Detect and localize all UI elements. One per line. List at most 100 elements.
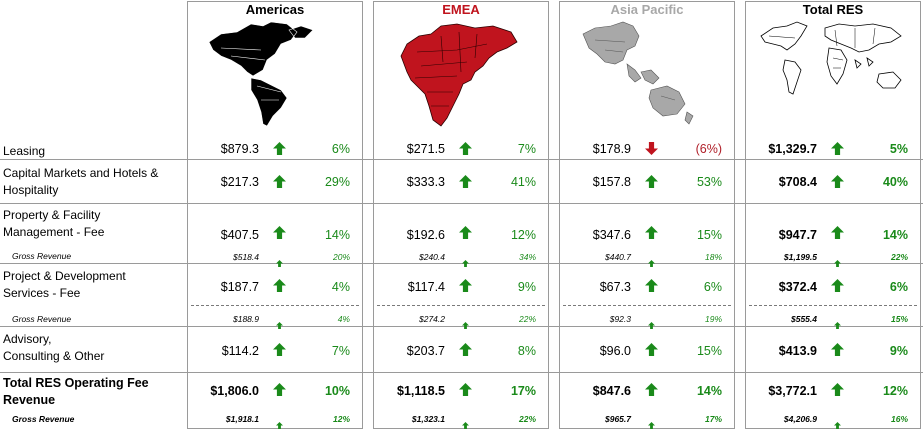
up-arrow-icon xyxy=(831,383,844,401)
emea-map-icon xyxy=(397,22,519,133)
up-arrow-icon xyxy=(645,226,658,244)
region-panel-americas xyxy=(187,1,363,429)
value-cell: $847.6 xyxy=(592,384,631,398)
change-percent: 40% xyxy=(882,175,908,189)
change-percent: 7% xyxy=(331,344,350,358)
value-cell: $217.3 xyxy=(220,175,259,189)
change-percent: 9% xyxy=(889,344,908,358)
value-cell: $187.7 xyxy=(220,280,259,294)
value-cell: $271.5 xyxy=(406,142,445,156)
change-percent: 12% xyxy=(332,414,350,424)
change-percent: 34% xyxy=(518,252,536,262)
value-cell: $879.3 xyxy=(220,142,259,156)
up-arrow-icon xyxy=(831,343,844,361)
change-percent: 29% xyxy=(324,175,350,189)
value-cell: $117.4 xyxy=(407,280,445,294)
value-cell: $274.2 xyxy=(419,314,445,324)
dashed-separator xyxy=(749,305,917,306)
change-percent: 8% xyxy=(517,344,536,358)
dashed-separator xyxy=(563,305,731,306)
change-percent: 14% xyxy=(882,228,908,242)
row-label-line: Leasing xyxy=(3,144,46,158)
change-percent: 22% xyxy=(518,314,536,324)
value-cell: $114.2 xyxy=(221,344,259,358)
up-arrow-icon xyxy=(831,279,844,297)
change-percent: 15% xyxy=(696,344,722,358)
value-cell: $96.0 xyxy=(599,344,631,358)
up-arrow-icon xyxy=(273,279,286,297)
row-label-line: Hospitality xyxy=(3,183,59,197)
value-cell: $372.4 xyxy=(778,280,817,294)
value-cell: $347.6 xyxy=(592,228,631,242)
change-percent: 10% xyxy=(324,384,350,398)
value-cell: $4,206.9 xyxy=(783,414,817,424)
row-label-line: Project & Development xyxy=(3,269,126,283)
value-cell: $947.7 xyxy=(778,228,817,242)
value-cell: $92.3 xyxy=(609,314,631,324)
change-percent: 17% xyxy=(510,384,536,398)
change-percent: 6% xyxy=(331,142,350,156)
up-arrow-icon xyxy=(462,316,469,334)
up-arrow-icon xyxy=(648,416,655,434)
world-map-icon xyxy=(755,18,915,123)
region-panel-emea xyxy=(373,1,549,429)
asia-pacific-map-icon xyxy=(575,20,701,135)
row-label-line: Advisory, xyxy=(3,332,52,346)
up-arrow-icon xyxy=(645,343,658,361)
region-panel-total-res xyxy=(745,1,921,429)
change-percent: 14% xyxy=(696,384,722,398)
change-percent: 12% xyxy=(882,384,908,398)
change-percent: 14% xyxy=(324,228,350,242)
value-cell: $67.3 xyxy=(599,280,631,294)
change-percent: 4% xyxy=(337,314,350,324)
row-label: Property & Facility Management - Fee xyxy=(3,207,104,241)
change-percent: 22% xyxy=(890,252,908,262)
value-cell: $708.4 xyxy=(778,175,817,189)
up-arrow-icon xyxy=(459,142,472,160)
row-label-line: Services - Fee xyxy=(3,286,81,300)
row-label: Leasing xyxy=(3,143,45,160)
down-arrow-icon xyxy=(645,142,658,160)
value-cell: $333.3 xyxy=(406,175,445,189)
change-percent: 5% xyxy=(889,142,908,156)
row-label: Advisory, Consulting & Other xyxy=(3,331,104,365)
row-label: Gross Revenue xyxy=(12,313,71,325)
region-panel-asia-pacific xyxy=(559,1,735,429)
value-cell: $1,918.1 xyxy=(225,414,259,424)
up-arrow-icon xyxy=(459,343,472,361)
up-arrow-icon xyxy=(273,383,286,401)
value-cell: $407.5 xyxy=(220,228,259,242)
change-percent: 7% xyxy=(517,142,536,156)
change-percent: 19% xyxy=(704,314,722,324)
value-cell: $518.4 xyxy=(233,252,259,262)
up-arrow-icon xyxy=(276,416,283,434)
change-percent: 12% xyxy=(510,228,536,242)
row-label: Gross Revenue xyxy=(12,413,74,425)
row-label-line: Revenue xyxy=(3,393,56,407)
value-cell: $3,772.1 xyxy=(768,384,817,398)
change-percent: 6% xyxy=(703,280,722,294)
up-arrow-icon xyxy=(834,416,841,434)
region-header: Total RES xyxy=(802,2,864,17)
up-arrow-icon xyxy=(459,226,472,244)
change-percent: (6%) xyxy=(695,142,722,156)
row-separator xyxy=(0,203,923,204)
region-header: Asia Pacific xyxy=(610,2,684,17)
row-label: Total RES Operating Fee Revenue xyxy=(3,375,149,409)
up-arrow-icon xyxy=(831,142,844,160)
value-cell: $1,806.0 xyxy=(210,384,259,398)
change-percent: 15% xyxy=(890,314,908,324)
up-arrow-icon xyxy=(459,175,472,193)
value-cell: $1,199.5 xyxy=(783,252,817,262)
value-cell: $413.9 xyxy=(778,344,817,358)
value-cell: $965.7 xyxy=(605,414,631,424)
value-cell: $178.9 xyxy=(592,142,631,156)
up-arrow-icon xyxy=(645,383,658,401)
row-label-line: Total RES Operating Fee xyxy=(3,376,149,390)
change-percent: 9% xyxy=(517,280,536,294)
row-label-line: Property & Facility xyxy=(3,208,101,222)
up-arrow-icon xyxy=(273,343,286,361)
value-cell: $203.7 xyxy=(406,344,445,358)
americas-map-icon xyxy=(201,20,321,133)
up-arrow-icon xyxy=(276,254,283,272)
